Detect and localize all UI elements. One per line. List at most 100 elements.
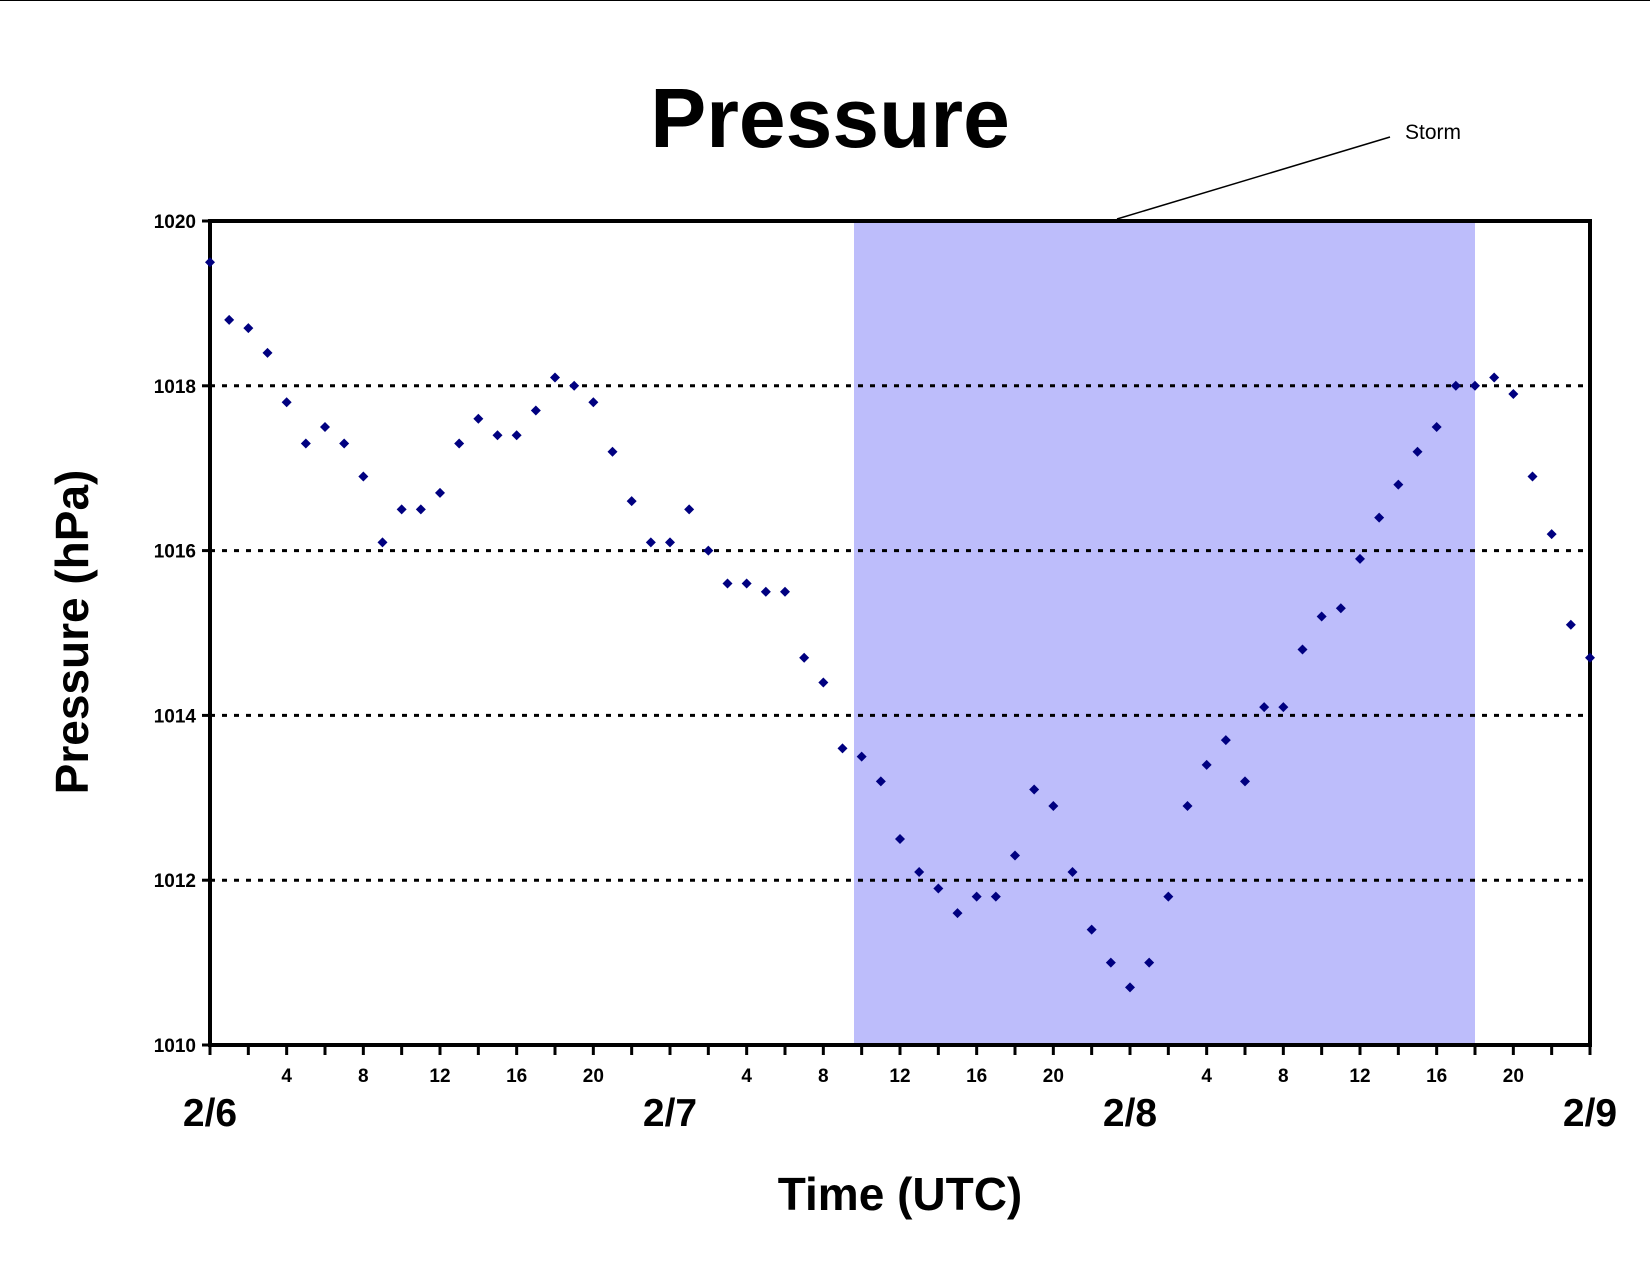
data-point	[511, 430, 522, 441]
data-point	[224, 314, 235, 325]
data-point	[1220, 735, 1231, 746]
x-hour-label: 8	[358, 1066, 369, 1087]
data-point	[1278, 702, 1289, 713]
storm-leader-line	[1116, 136, 1391, 220]
x-hour-label: 4	[741, 1066, 752, 1087]
x-hour-label: 4	[1201, 1066, 1212, 1087]
data-point	[1508, 389, 1519, 400]
data-point	[1316, 611, 1327, 622]
y-tick-label: 1012	[154, 871, 196, 892]
data-point	[1393, 479, 1404, 490]
data-point	[875, 776, 886, 787]
y-tick-label: 1014	[154, 706, 197, 727]
data-point	[1297, 644, 1308, 655]
data-point	[933, 883, 944, 894]
data-point	[1585, 652, 1595, 663]
data-point	[262, 347, 273, 358]
data-point	[607, 446, 618, 457]
data-point	[799, 652, 810, 663]
data-point	[243, 323, 254, 334]
data-point	[1240, 776, 1250, 787]
data-point	[1259, 702, 1270, 713]
data-point	[914, 866, 925, 877]
data-point	[990, 891, 1001, 902]
data-point	[1010, 850, 1020, 861]
y-tick-label: 1016	[154, 542, 196, 563]
data-point	[722, 578, 733, 589]
x-hour-label: 8	[818, 1066, 829, 1087]
data-point	[1048, 801, 1059, 812]
data-point	[473, 413, 484, 424]
x-hour-label: 16	[1426, 1066, 1447, 1087]
data-point	[550, 372, 560, 383]
data-point	[1182, 801, 1193, 812]
data-point	[1431, 422, 1442, 432]
data-point	[415, 504, 426, 515]
data-point	[971, 891, 982, 902]
x-hour-label: 8	[1278, 1066, 1289, 1087]
data-point	[1450, 380, 1461, 391]
x-date-label: 2/8	[1103, 1092, 1157, 1135]
data-point	[492, 430, 503, 441]
data-point	[1489, 372, 1500, 383]
storm-shaded-region	[854, 221, 1475, 1045]
data-point	[320, 422, 330, 432]
data-point	[1144, 957, 1155, 968]
x-hour-label: 12	[889, 1066, 910, 1087]
data-point	[530, 405, 541, 416]
data-point	[1355, 553, 1365, 564]
data-point	[780, 586, 790, 597]
data-point	[1029, 784, 1040, 795]
data-point	[684, 504, 695, 515]
x-date-label: 2/9	[1563, 1092, 1617, 1135]
top-border-line	[0, 0, 1650, 1]
data-point	[856, 751, 867, 762]
data-point	[300, 438, 311, 449]
x-hour-label: 16	[506, 1066, 527, 1087]
data-point	[569, 380, 580, 391]
x-axis-title: Time (UTC)	[778, 1168, 1023, 1220]
y-tick-label: 1020	[154, 212, 196, 233]
data-point	[626, 496, 637, 507]
data-point	[645, 537, 656, 548]
data-point	[1125, 982, 1135, 993]
x-hour-label: 20	[1043, 1066, 1064, 1087]
x-date-label: 2/7	[643, 1092, 697, 1135]
x-hour-label: 16	[966, 1066, 987, 1087]
x-date-label: 2/6	[183, 1092, 237, 1135]
data-point	[818, 677, 829, 688]
storm-annotation-label: Storm	[1405, 121, 1461, 144]
data-point	[454, 438, 465, 449]
chart-title: Pressure	[650, 71, 1010, 165]
data-point	[339, 438, 350, 449]
x-hour-label: 12	[1349, 1066, 1370, 1087]
data-point	[1067, 866, 1078, 877]
data-point	[1470, 380, 1480, 391]
data-point	[952, 908, 963, 919]
data-point	[1374, 512, 1385, 523]
data-point	[1546, 529, 1557, 540]
data-point	[741, 578, 752, 589]
y-axis-title: Pressure (hPa)	[46, 470, 98, 795]
x-hour-label: 12	[429, 1066, 450, 1087]
data-point	[588, 397, 599, 408]
x-hour-label: 20	[1503, 1066, 1524, 1087]
data-point	[205, 257, 215, 268]
data-point	[895, 834, 905, 844]
data-point	[1412, 446, 1423, 457]
data-point	[760, 586, 771, 597]
data-point	[703, 545, 714, 556]
data-point	[281, 397, 292, 408]
data-point	[1163, 891, 1174, 902]
data-point	[1086, 924, 1097, 935]
data-point	[1105, 957, 1116, 968]
data-point	[396, 504, 407, 515]
data-point	[435, 487, 445, 498]
data-point	[1527, 471, 1538, 482]
data-point	[1565, 619, 1576, 630]
x-hour-label: 4	[281, 1066, 292, 1087]
data-point	[377, 537, 388, 548]
data-point	[358, 471, 369, 482]
data-point	[665, 537, 675, 548]
